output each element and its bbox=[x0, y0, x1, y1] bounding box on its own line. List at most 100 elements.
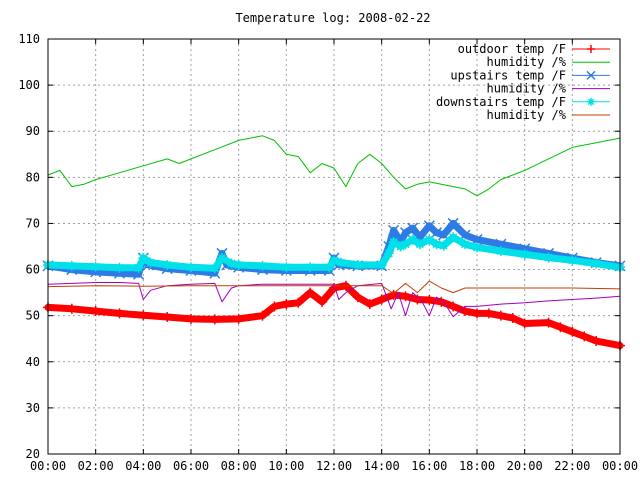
star-marker bbox=[216, 253, 227, 264]
x-tick-label: 12:00 bbox=[316, 459, 352, 473]
plus-marker bbox=[90, 306, 101, 317]
star-marker bbox=[133, 262, 144, 273]
plus-marker bbox=[317, 296, 328, 307]
x-axis-ticks: 00:00 02:00 04:00 06:00 08:00 10:00 12:00 14:00… bbox=[30, 39, 638, 473]
plus-marker bbox=[591, 336, 602, 347]
series-lines bbox=[42, 135, 626, 351]
series-line bbox=[47, 135, 621, 197]
plus-marker bbox=[138, 310, 149, 321]
y-tick-label: 40 bbox=[26, 355, 40, 369]
legend-label: upstairs temp /F bbox=[450, 68, 566, 82]
star-marker bbox=[90, 261, 101, 272]
legend-label: humidity /% bbox=[487, 82, 567, 96]
plus-marker bbox=[495, 310, 506, 321]
y-tick-label: 80 bbox=[26, 170, 40, 184]
star-marker bbox=[336, 257, 347, 268]
y-tick-label: 90 bbox=[26, 124, 40, 138]
x-tick-label: 14:00 bbox=[364, 459, 400, 473]
y-tick-label: 50 bbox=[26, 309, 40, 323]
x-tick-label: 00:00 bbox=[602, 459, 638, 473]
star-marker bbox=[352, 259, 363, 270]
x-tick-label: 22:00 bbox=[554, 459, 590, 473]
series-5 bbox=[47, 280, 621, 294]
series-3 bbox=[47, 282, 621, 318]
plus-marker bbox=[364, 299, 375, 310]
y-tick-label: 20 bbox=[26, 447, 40, 461]
series-line bbox=[47, 282, 621, 318]
x-tick-label: 16:00 bbox=[411, 459, 447, 473]
star-marker bbox=[414, 239, 425, 250]
star-marker bbox=[438, 240, 449, 251]
star-marker bbox=[162, 259, 173, 270]
x-tick-label: 20:00 bbox=[507, 459, 543, 473]
star-marker bbox=[209, 263, 220, 274]
series-1 bbox=[47, 135, 621, 197]
x-tick-label: 00:00 bbox=[30, 459, 66, 473]
star-marker bbox=[324, 262, 335, 273]
x-tick-label: 18:00 bbox=[459, 459, 495, 473]
plus-marker bbox=[281, 299, 292, 310]
plus-marker bbox=[483, 308, 494, 319]
plus-marker bbox=[114, 308, 125, 319]
star-marker bbox=[519, 249, 530, 260]
x-marker bbox=[447, 217, 459, 229]
star-marker bbox=[448, 232, 459, 243]
legend-entry: humidity /% bbox=[487, 55, 610, 69]
star-marker bbox=[305, 262, 316, 273]
legend-entry: humidity /% bbox=[487, 108, 610, 122]
plus-marker bbox=[376, 294, 387, 305]
y-tick-label: 60 bbox=[26, 263, 40, 277]
series-4 bbox=[43, 232, 625, 274]
star-marker bbox=[472, 242, 482, 253]
plus-marker bbox=[66, 303, 77, 314]
plus-marker bbox=[448, 301, 459, 312]
y-tick-label: 100 bbox=[18, 78, 40, 92]
star-marker bbox=[431, 239, 442, 250]
legend-label: humidity /% bbox=[487, 108, 567, 122]
plus-marker bbox=[579, 331, 590, 342]
x-marker bbox=[407, 222, 419, 234]
plus-marker bbox=[209, 314, 220, 325]
star-marker bbox=[395, 241, 406, 252]
star-marker bbox=[226, 258, 237, 269]
x-tick-label: 08:00 bbox=[221, 459, 257, 473]
x-marker bbox=[586, 70, 596, 80]
star-marker bbox=[186, 262, 196, 273]
x-marker bbox=[430, 227, 443, 239]
plus-marker bbox=[412, 294, 423, 305]
legend-entry: outdoor temp /F bbox=[458, 42, 610, 56]
star-marker bbox=[376, 259, 387, 270]
x-tick-label: 02:00 bbox=[78, 459, 114, 473]
plus-marker bbox=[587, 45, 595, 53]
star-marker bbox=[233, 259, 244, 270]
plus-marker bbox=[186, 313, 196, 324]
star-marker bbox=[407, 234, 418, 245]
y-tick-label: 110 bbox=[18, 32, 40, 46]
star-marker bbox=[400, 239, 411, 250]
star-marker bbox=[460, 239, 471, 250]
star-marker bbox=[281, 262, 292, 273]
legend-entry: downstairs temp /F bbox=[436, 95, 610, 109]
star-marker bbox=[114, 262, 125, 273]
legend-label: outdoor temp /F bbox=[458, 42, 566, 56]
plus-marker bbox=[400, 291, 411, 302]
star-marker bbox=[543, 252, 554, 263]
legend-label: humidity /% bbox=[487, 55, 567, 69]
plus-marker bbox=[233, 313, 244, 324]
plus-marker bbox=[436, 296, 447, 307]
plus-marker bbox=[293, 297, 304, 308]
plus-marker bbox=[472, 308, 482, 319]
star-marker bbox=[388, 236, 399, 247]
plus-marker bbox=[424, 294, 435, 305]
grid bbox=[48, 39, 620, 454]
star-marker bbox=[587, 97, 595, 106]
star-marker bbox=[329, 255, 339, 266]
star-marker bbox=[495, 246, 506, 257]
star-marker bbox=[145, 257, 156, 268]
star-marker bbox=[424, 234, 435, 245]
plus-marker bbox=[352, 292, 363, 303]
chart-title: Temperature log: 2008-02-22 bbox=[235, 11, 430, 25]
y-tick-label: 30 bbox=[26, 401, 40, 415]
